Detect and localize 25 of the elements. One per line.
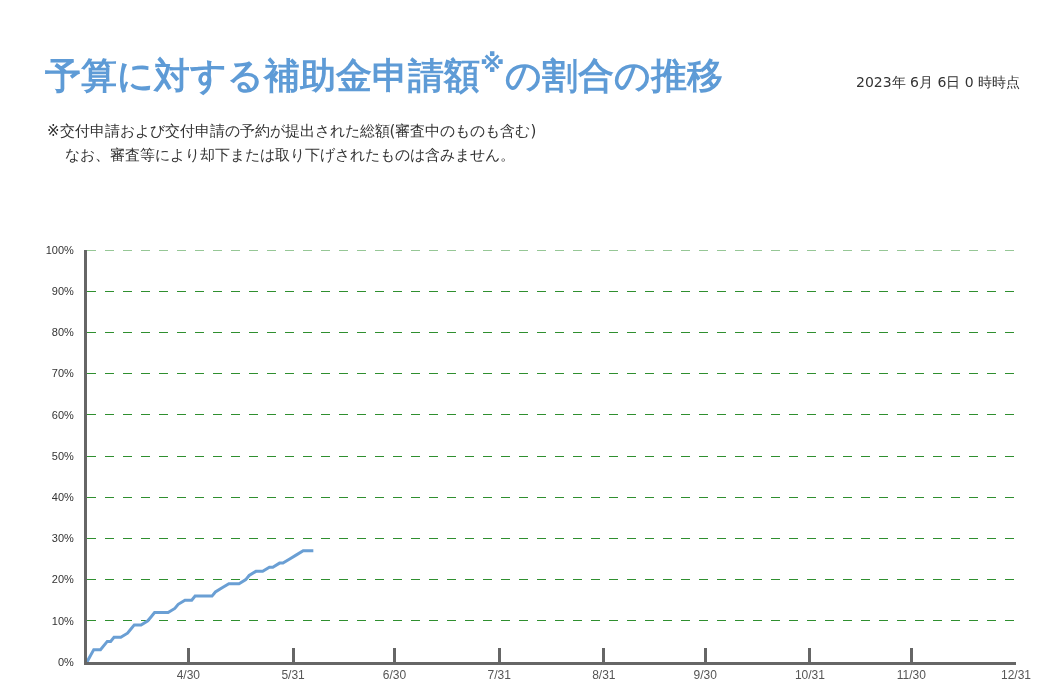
y-tick-label: 10%	[51, 614, 74, 627]
x-tick-label: 7/31	[487, 668, 512, 683]
x-tick-label: 11/30	[896, 668, 927, 683]
y-tick-label: 50%	[51, 449, 74, 462]
y-tick-label: 60%	[51, 408, 74, 421]
y-tick-label: 70%	[51, 367, 74, 380]
x-tick-label: 5/31	[281, 668, 306, 683]
y-tick-label: 100%	[45, 243, 75, 256]
x-tick-label: 9/30	[693, 668, 718, 683]
x-tick-label: 4/30	[176, 668, 201, 683]
y-tick-label: 90%	[51, 285, 74, 298]
x-tick-label: 8/31	[592, 668, 616, 683]
line-series	[87, 549, 315, 662]
text: なお、審査等により却下または取り下げされたものは含みません。	[65, 146, 515, 164]
y-tick-label: 0%	[57, 655, 75, 668]
y-tick-label: 20%	[51, 573, 74, 586]
chart-subtitle: 2023年 6月 6日 0 時時点	[856, 74, 1021, 90]
x-tick-label: 12/31	[1000, 668, 1032, 683]
chart-title: 予算に対する補助金申請額$^{※}$の割合の推移	[45, 49, 723, 96]
x-tick-label: 6/30	[382, 668, 407, 683]
text: ※交付申請および交付申請の予約が提出された総額(審査中のものも含む)	[47, 122, 537, 140]
y-tick-label: 30%	[51, 532, 74, 545]
y-tick-label: 80%	[51, 326, 74, 339]
y-tick-label: 40%	[51, 491, 74, 504]
x-tick-label: 10/31	[794, 668, 826, 683]
